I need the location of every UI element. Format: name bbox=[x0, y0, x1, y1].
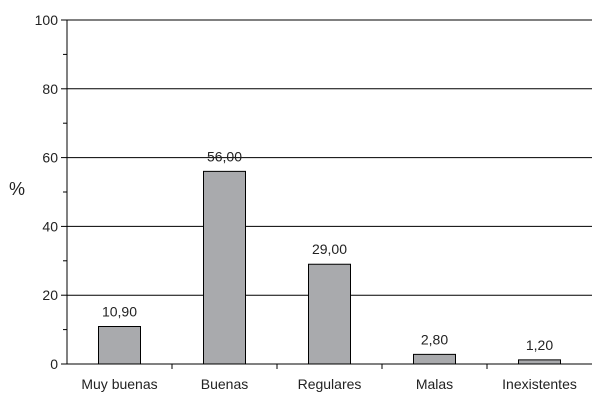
x-category-label: Malas bbox=[416, 376, 453, 392]
data-label: 2,80 bbox=[421, 331, 448, 347]
x-category-label: Regulares bbox=[298, 376, 362, 392]
data-label: 10,90 bbox=[102, 304, 137, 320]
bars bbox=[98, 170, 561, 365]
y-tick-label: 20 bbox=[42, 287, 58, 303]
data-label: 56,00 bbox=[207, 148, 242, 164]
y-tick-label: 60 bbox=[42, 150, 58, 166]
x-category-label: Buenas bbox=[201, 376, 248, 392]
bar-muy-buenas bbox=[98, 326, 141, 365]
labels: 0 20 40 60 80 100 10,90 Muy buenas 56,00 Buenas 29… bbox=[35, 12, 577, 392]
data-label: 1,20 bbox=[526, 337, 553, 353]
x-category-label: Muy buenas bbox=[81, 376, 157, 392]
y-tick-label: 40 bbox=[42, 218, 58, 234]
y-tick-label: 80 bbox=[42, 81, 58, 97]
x-category-label: Inexistentes bbox=[502, 376, 577, 392]
y-tick-label: 0 bbox=[50, 356, 58, 372]
bar-inexistentes bbox=[518, 359, 561, 365]
bar-buenas bbox=[203, 170, 246, 365]
bar-malas bbox=[413, 353, 456, 365]
grid-lines bbox=[67, 19, 592, 296]
bar-regulares bbox=[308, 263, 351, 365]
data-label: 29,00 bbox=[312, 241, 347, 257]
y-tick-label: 100 bbox=[35, 12, 59, 28]
y-axis-title: % bbox=[9, 179, 25, 199]
